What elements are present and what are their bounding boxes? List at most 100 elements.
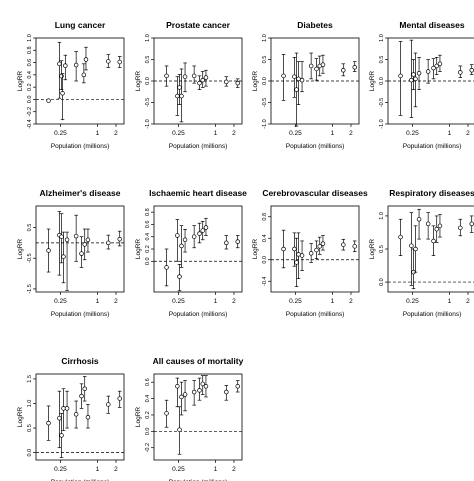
- data-point: [203, 75, 209, 80]
- panel-title: Cirrhosis: [61, 356, 99, 366]
- data-point: [203, 225, 209, 230]
- data-point: [177, 85, 182, 90]
- y-tick-label: 0.5: [27, 424, 33, 432]
- x-tick-label: 2: [349, 130, 353, 137]
- data-point: [437, 61, 443, 67]
- y-tick-label: 1.0: [379, 212, 385, 220]
- data-point: [413, 76, 418, 82]
- data-point: [79, 251, 84, 256]
- data-point: [175, 233, 180, 238]
- data-point: [85, 414, 91, 420]
- data-point: [191, 234, 197, 239]
- data-point: [409, 77, 414, 83]
- y-axis-label: LogRR: [369, 239, 376, 260]
- data-point: [182, 237, 188, 243]
- panel-title: Cerebrovascular diseases: [262, 188, 368, 198]
- x-tick-label: 1: [331, 130, 335, 137]
- data-point: [224, 389, 229, 395]
- panel-title: Respiratory diseases: [389, 188, 474, 198]
- x-tick-label: 2: [232, 298, 236, 305]
- plot-frame: [35, 373, 125, 461]
- data-point: [235, 384, 240, 389]
- data-point: [294, 87, 299, 92]
- y-tick-label: 0.8: [145, 208, 151, 216]
- y-tick-label: -0.5: [27, 253, 33, 262]
- y-tick-label: 0.2: [145, 245, 151, 253]
- data-point: [341, 242, 346, 247]
- data-point: [197, 231, 202, 236]
- data-point: [416, 216, 422, 222]
- data-point: [308, 63, 314, 69]
- panel-4: Alzheimer's disease -1.5 -0.5 0.5 LogRR 0.25 1…: [17, 188, 125, 318]
- x-tick-label: 0.25: [172, 466, 185, 473]
- y-tick-label: 0.8: [262, 213, 268, 221]
- data-point: [59, 234, 64, 239]
- data-point: [314, 66, 319, 72]
- data-point: [431, 65, 436, 71]
- data-point: [411, 72, 416, 77]
- data-point: [469, 221, 474, 227]
- data-point: [469, 67, 474, 73]
- data-point: [83, 57, 89, 62]
- data-point: [106, 402, 111, 407]
- panel-7: Respiratory diseases 0.0 0.5 1.0 LogRR 0.25 1 2…: [369, 188, 474, 318]
- y-tick-label: -0.4: [262, 277, 268, 286]
- data-point: [320, 62, 326, 67]
- data-point: [299, 77, 305, 83]
- data-point: [73, 233, 79, 239]
- plot-frame: [153, 37, 243, 125]
- data-point: [81, 72, 87, 78]
- data-point: [182, 74, 188, 79]
- y-tick-label: 0.5: [262, 56, 268, 64]
- data-point: [179, 394, 184, 400]
- panel-title: Diabetes: [297, 20, 333, 30]
- y-tick-label: 1.0: [262, 34, 268, 42]
- data-point: [320, 241, 326, 246]
- panel-2: Diabetes -1.0 -0.5 0.0 0.5 1.0 LogRR 0.25 1 2 Popu…: [252, 20, 360, 150]
- x-tick-label: 1: [214, 130, 218, 137]
- data-point: [46, 420, 51, 426]
- data-point: [64, 406, 70, 411]
- data-point: [177, 427, 182, 432]
- data-point: [437, 223, 443, 229]
- y-tick-label: 1.0: [379, 34, 385, 42]
- y-tick-label: -1.5: [27, 284, 33, 293]
- data-point: [179, 93, 184, 99]
- data-point: [73, 62, 79, 68]
- data-point: [60, 91, 65, 96]
- y-axis-label: LogRR: [252, 71, 259, 92]
- panel-3: Mental diseases -1.0 -0.5 0.0 0.5 1.0 LogRR 0.2…: [369, 20, 474, 150]
- y-tick-label: 0.0: [262, 256, 268, 264]
- data-point: [413, 246, 418, 252]
- data-point: [117, 396, 122, 401]
- x-tick-label: 0.25: [406, 130, 419, 137]
- data-point: [224, 240, 229, 246]
- data-point: [175, 93, 180, 99]
- data-point: [398, 73, 403, 79]
- y-axis-label: LogRR: [17, 239, 24, 260]
- data-point: [59, 433, 64, 438]
- plot-frame: [35, 37, 125, 125]
- y-tick-label: -1.0: [145, 119, 151, 128]
- data-point: [61, 254, 66, 259]
- x-tick-label: 1: [448, 298, 452, 305]
- y-tick-label: 0.0: [379, 77, 385, 85]
- data-point: [308, 251, 314, 256]
- data-point: [106, 59, 111, 64]
- y-tick-label: 0.6: [145, 221, 151, 229]
- y-axis-label: LogRR: [135, 407, 142, 428]
- data-point: [82, 242, 87, 247]
- data-point: [224, 79, 229, 85]
- y-tick-label: 1.0: [27, 400, 33, 408]
- data-point: [398, 234, 403, 240]
- data-point: [235, 239, 240, 244]
- plot-frame: [270, 205, 360, 293]
- panel-title: Alzheimer's disease: [40, 188, 121, 198]
- panel-title: Lung cancer: [55, 20, 106, 30]
- y-tick-label: 0.0: [379, 278, 385, 286]
- data-point: [431, 238, 436, 244]
- x-axis-label: Population (millions): [51, 479, 110, 481]
- plot-frame: [270, 37, 360, 125]
- panel-title: Prostate cancer: [166, 20, 230, 30]
- y-axis-label: LogRR: [17, 407, 24, 428]
